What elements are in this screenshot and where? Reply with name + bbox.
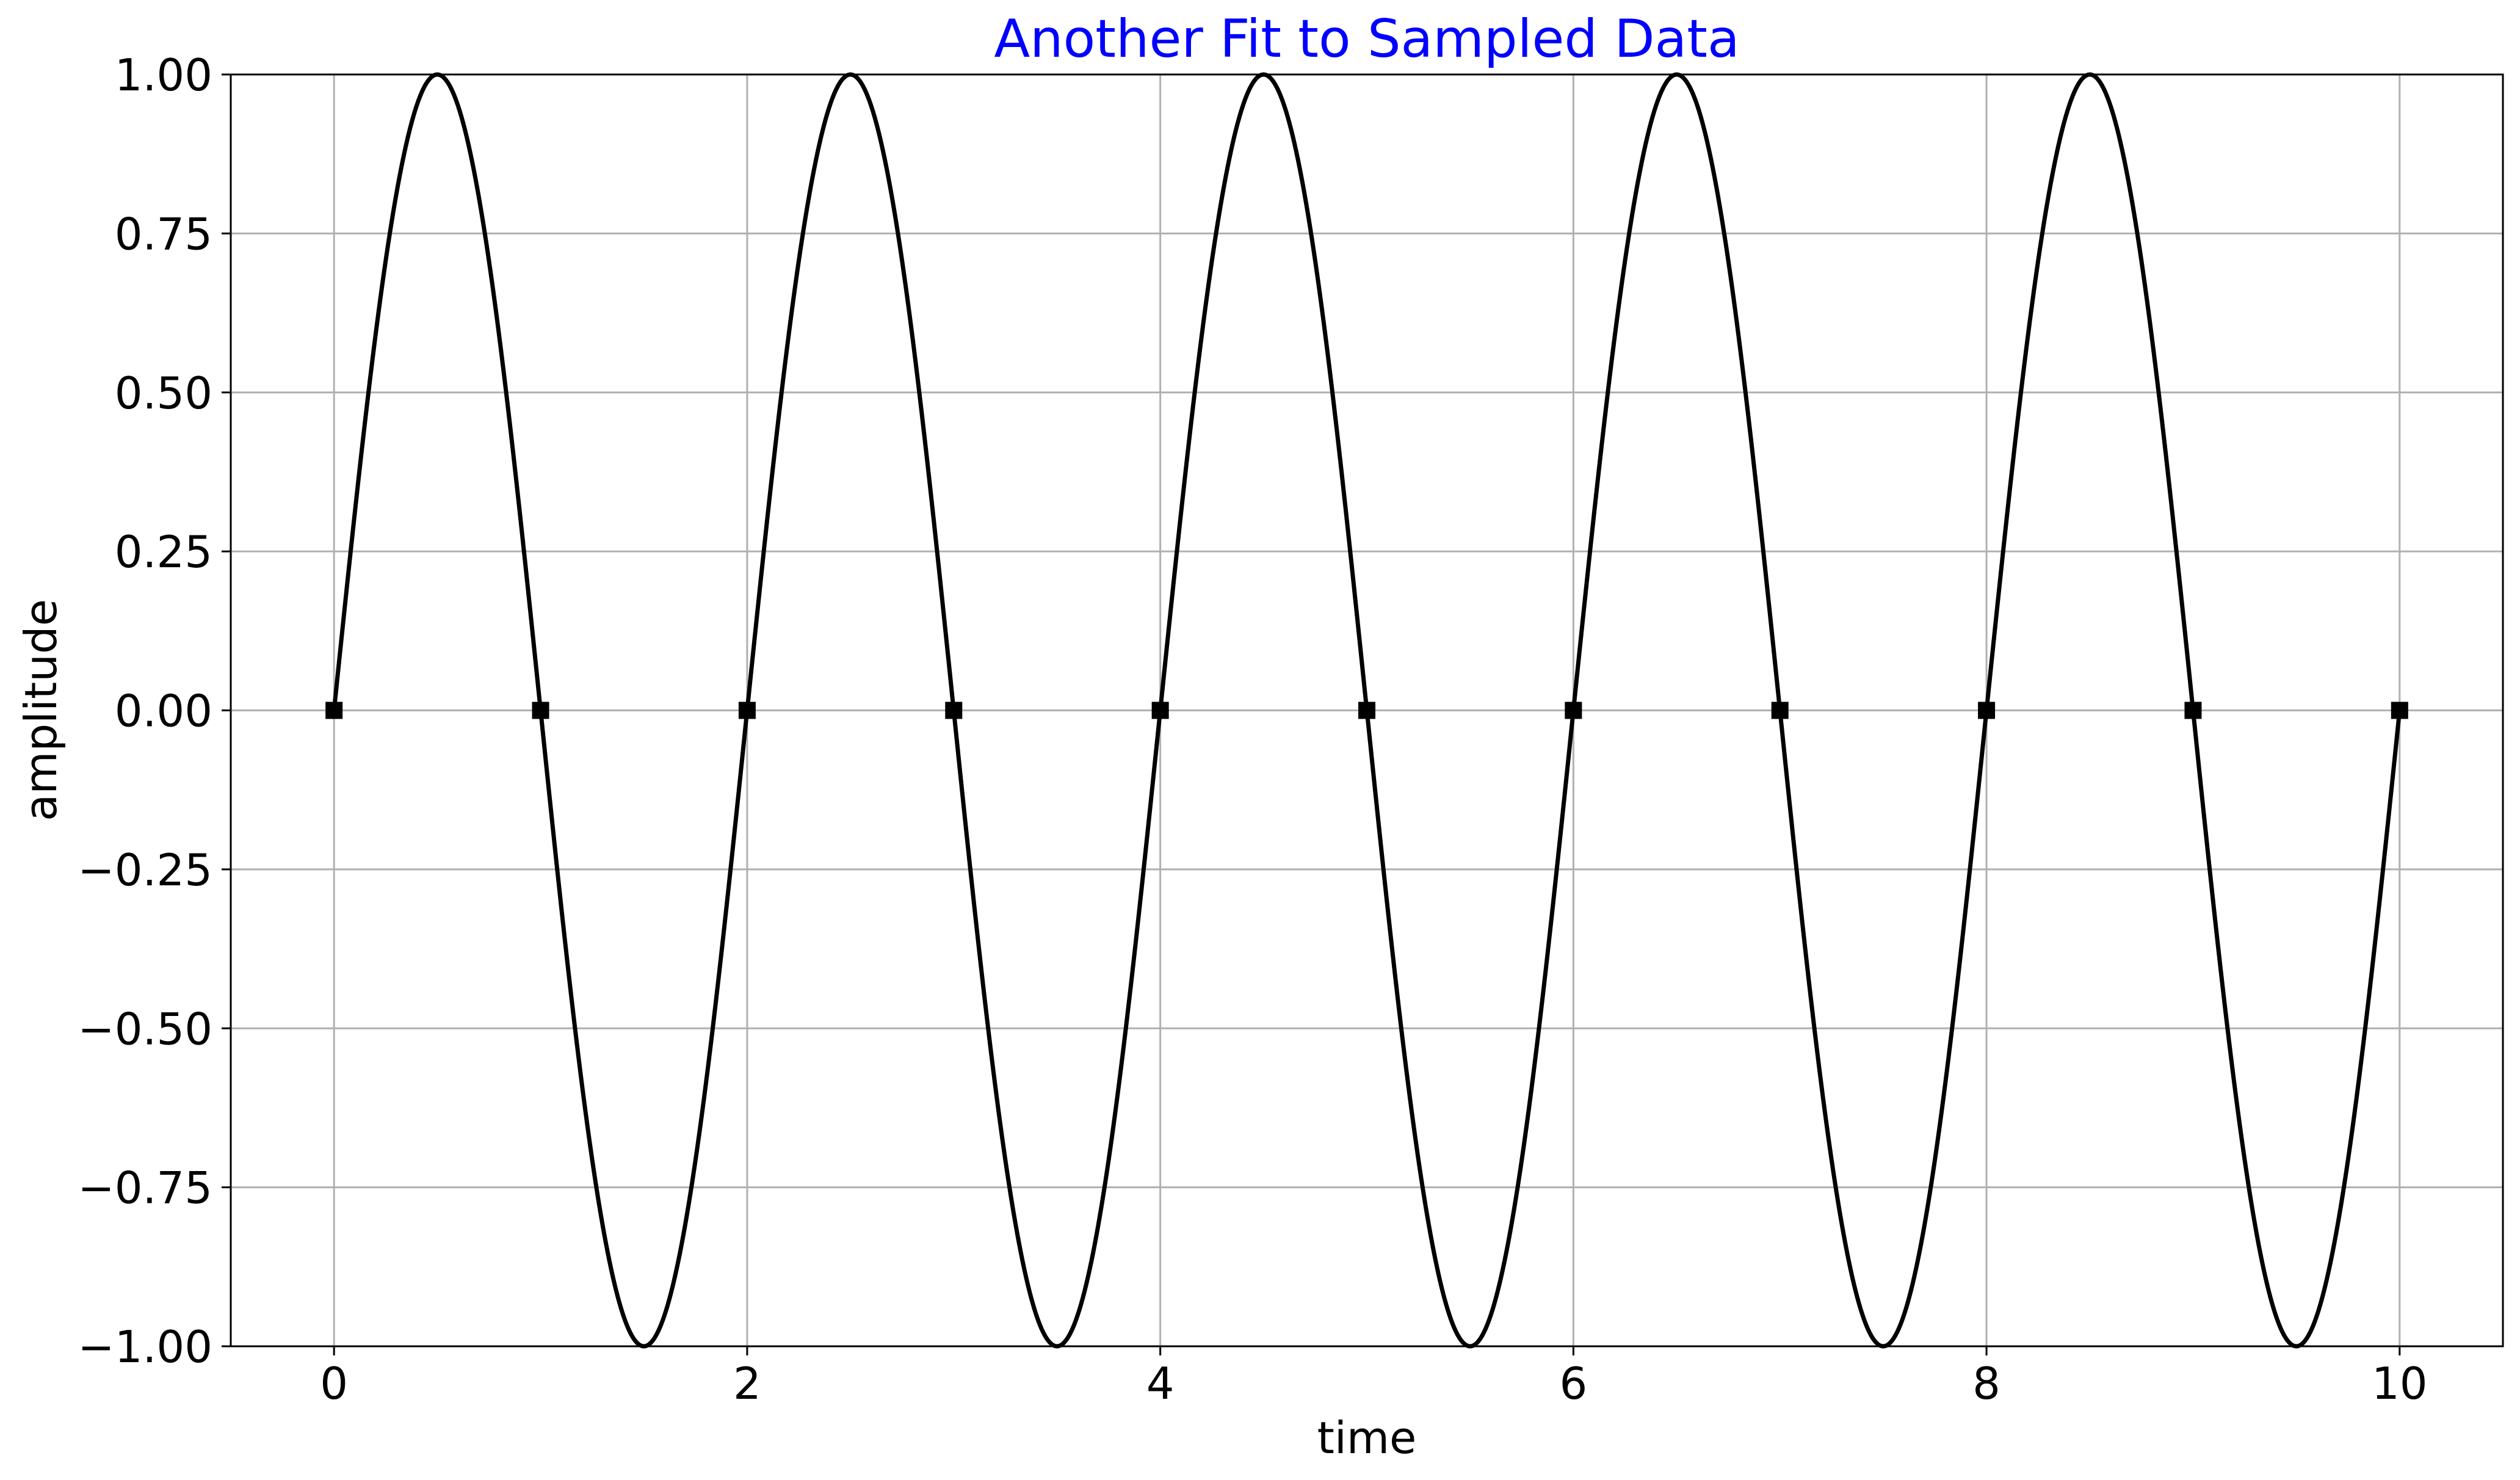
- sample-point: [532, 702, 549, 719]
- axis-ticks: 0 2 4 6 8 10 1.00 0.75 0.50 0.25 0.00 −0.25 −0.50 −0.…: [78, 49, 2427, 1409]
- x-tick-label: 6: [1559, 1358, 1587, 1409]
- y-tick-label: 1.00: [115, 49, 212, 101]
- sample-point: [738, 702, 756, 719]
- x-tick-label: 2: [733, 1358, 761, 1409]
- y-tick-label: 0.75: [115, 208, 212, 259]
- chart-title: Another Fit to Sampled Data: [994, 9, 1739, 70]
- y-tick-label: 0.00: [115, 686, 212, 737]
- x-tick-label: 8: [1972, 1358, 2000, 1409]
- y-tick-label: −0.25: [78, 844, 212, 896]
- y-axis-label: amplitude: [15, 599, 67, 821]
- sample-point: [945, 702, 963, 719]
- y-tick-label: −1.00: [78, 1321, 212, 1373]
- x-tick-label: 10: [2372, 1358, 2428, 1409]
- y-tick-label: −0.50: [78, 1003, 212, 1054]
- sample-point: [1151, 702, 1169, 719]
- sample-point: [2184, 702, 2202, 719]
- series: [325, 72, 2408, 1349]
- x-tick-label: 4: [1146, 1358, 1175, 1409]
- sample-point: [325, 702, 343, 719]
- y-tick-label: −0.75: [78, 1163, 212, 1214]
- sample-point: [1978, 702, 1996, 719]
- sample-point: [2391, 702, 2408, 719]
- y-tick-label: 0.25: [115, 526, 212, 578]
- sample-point: [1358, 702, 1375, 719]
- y-tick-label: 0.50: [115, 368, 212, 419]
- sample-point: [1771, 702, 1789, 719]
- x-tick-label: 0: [320, 1358, 348, 1409]
- x-axis-label: time: [1317, 1412, 1417, 1464]
- sample-point: [1565, 702, 1582, 719]
